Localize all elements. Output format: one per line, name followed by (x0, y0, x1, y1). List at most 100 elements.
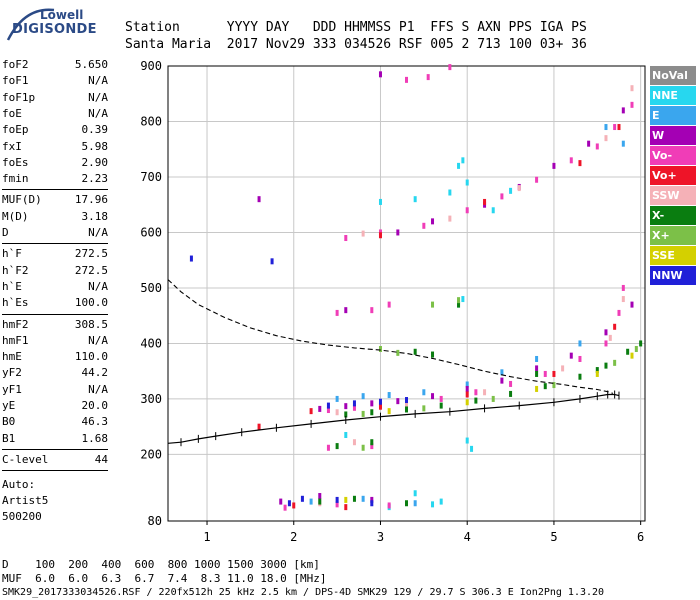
legend-item-e: E (650, 106, 696, 125)
echo-point-w (344, 403, 348, 410)
echo-point-x (370, 409, 374, 416)
echo-point-vo (292, 502, 296, 509)
param-value: N/A (88, 106, 108, 120)
echo-point-x (439, 402, 443, 409)
logo-text-lowell: Lowell (40, 8, 84, 22)
echo-point-x (318, 498, 322, 505)
echo-point-w (621, 107, 625, 114)
param-row-fof1p: foF1p N/A (2, 91, 108, 107)
echo-point-nne (461, 296, 465, 303)
echo-point-x (378, 345, 382, 352)
param-row-d: D N/A (2, 226, 108, 242)
file-info-line: SMK29_2017333034526.RSF / 220fx512h 25 k… (2, 587, 605, 598)
echo-point-x (431, 351, 435, 358)
param-separator (2, 448, 108, 450)
echo-point-nne (413, 490, 417, 497)
echo-point-vo (422, 222, 426, 229)
echo-point-vo (509, 380, 513, 387)
header-labels: Station YYYY DAY DDD HHMMSS P1 FFS S AXN… (125, 20, 587, 35)
x-tick-label: 5 (550, 530, 557, 544)
echo-point-w (604, 329, 608, 336)
distance-row: D 100 200 400 600 800 1000 1500 3000 [km… (2, 558, 320, 571)
echo-point-w (370, 400, 374, 407)
param-row-fof2: foF2 5.650 (2, 58, 108, 74)
param-name: foE (2, 106, 22, 120)
param-row-mufd: MUF(D) 17.96 (2, 193, 108, 209)
echo-point-x (405, 500, 408, 507)
echo-point-vo (483, 198, 487, 205)
echo-point-vo (613, 323, 617, 330)
echo-point-x (457, 297, 461, 304)
echo-point-w (378, 71, 382, 78)
y-tick-label: 700 (140, 170, 162, 184)
param-value: 0.39 (81, 123, 109, 137)
param-row-hme: hmE 110.0 (2, 350, 108, 366)
param-value: N/A (88, 226, 108, 239)
y-tick-label: 300 (140, 392, 162, 406)
param-value: 1.68 (81, 431, 109, 445)
legend-item-x: X+ (650, 226, 696, 245)
echo-point-ssw (621, 296, 625, 303)
echo-point-vo (617, 309, 621, 316)
ionogram-chart: 80 200 300 400 500 600 700 800 900 1 2 3 4 5 6 (140, 59, 646, 544)
echo-point-w (587, 140, 591, 147)
echo-point-e (535, 355, 539, 362)
echo-point-vo (500, 193, 504, 200)
echo-point-x (604, 362, 608, 369)
param-name: B1 (2, 431, 16, 445)
echo-point-e (335, 395, 339, 402)
echo-point-vo (439, 395, 443, 402)
param-row-hmf1: hmF1 N/A (2, 334, 108, 350)
param-value: N/A (88, 74, 108, 88)
echo-point-nne (378, 198, 382, 205)
y-tick-label: 500 (140, 281, 162, 295)
chart-grid (168, 66, 645, 521)
param-value: 110.0 (74, 350, 108, 364)
param-value: 46.3 (81, 415, 109, 429)
param-value: 17.96 (74, 193, 108, 207)
echo-point-w (431, 218, 435, 225)
echo-point-vo (613, 124, 617, 131)
echo-point-nne (431, 501, 435, 508)
legend-item-vo: Vo- (650, 146, 696, 165)
param-row-md: M(D) 3.18 (2, 210, 108, 226)
echo-point-nne (470, 445, 474, 452)
echo-point-vo (448, 64, 452, 71)
x-tick-label: 2 (290, 530, 297, 544)
echo-point-ssw (517, 185, 521, 192)
echo-point-w (396, 229, 400, 236)
echo-point-x (552, 382, 556, 389)
echo-point-sse (595, 370, 599, 377)
echo-point-w (396, 398, 400, 405)
echo-point-w (569, 352, 573, 359)
param-name: B0 (2, 415, 16, 429)
echo-point-x (361, 410, 365, 417)
logo-swoosh-icon (6, 8, 55, 41)
echo-point-w (552, 162, 556, 169)
x-tick-label: 4 (464, 530, 471, 544)
echo-point-x (370, 439, 374, 446)
echo-point-e (500, 369, 504, 376)
echo-point-nne (461, 157, 465, 164)
y-tick-label: 400 (140, 336, 162, 350)
echo-point-ssw (608, 334, 612, 341)
echo-point-vo (621, 284, 625, 291)
echo-point-ssw (483, 389, 487, 396)
echo-point-vo (257, 423, 261, 430)
echo-point-e (387, 392, 391, 399)
echo-point-x (626, 348, 630, 355)
density-profile-line (167, 393, 620, 444)
echo-point-nnw (270, 258, 274, 265)
echo-point-sse (535, 385, 539, 392)
echo-point-nne (448, 189, 452, 196)
echo-point-ssw (352, 439, 356, 446)
muf-row: MUF 6.0 6.0 6.3 6.7 7.4 8.3 11.0 18.0 [M… (2, 572, 327, 585)
echo-point-vo (535, 176, 539, 183)
echo-point-nne (344, 431, 348, 438)
echo-point-x (361, 444, 365, 451)
echo-point-vo (335, 501, 339, 508)
param-row-hf: h`F 272.5 (2, 247, 108, 263)
echo-point-w (344, 307, 348, 314)
legend-item-ssw: SSW (650, 186, 696, 205)
echo-point-nnw (326, 402, 330, 409)
